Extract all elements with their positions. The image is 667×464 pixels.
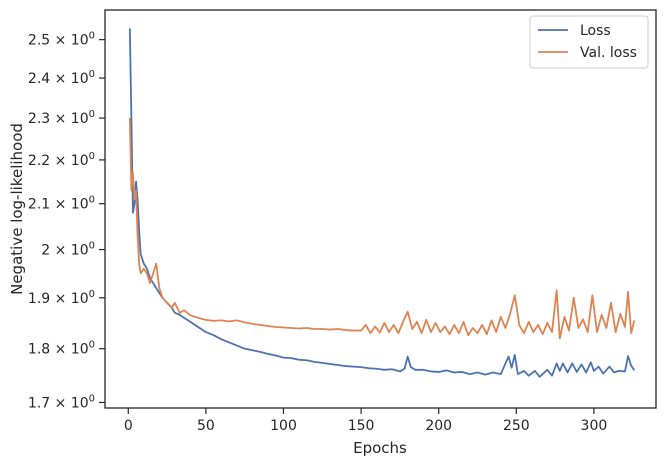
x-tick-label: 300 [581,418,608,434]
x-axis-title: Epochs [353,439,407,457]
legend-label-val-loss: Val. loss [580,45,637,61]
x-tick-label: 250 [503,418,530,434]
y-tick-label: 2.1 × 100 [28,195,95,213]
legend: Loss Val. loss [529,15,649,69]
y-tick-label: 2 × 100 [41,241,95,259]
legend-label-loss: Loss [580,23,611,39]
x-tick-label: 0 [124,418,133,434]
y-axis: 1.7 × 100 1.8 × 100 1.9 × 100 2 × 100 2.1 × … [28,31,105,411]
y-tick-label: 2.5 × 100 [28,31,95,49]
series-layer [128,28,636,378]
x-tick-label: 100 [270,418,297,434]
plot-area [105,10,656,408]
x-tick-label: 150 [348,418,375,434]
y-tick-label: 2.2 × 100 [28,151,95,169]
y-tick-label: 1.8 × 100 [28,340,95,358]
y-tick-label: 2.4 × 100 [28,69,95,87]
series-line-1 [128,118,636,340]
plot-frame [104,9,657,409]
x-axis: 0 50 100 150 200 250 300 [124,408,607,434]
y-axis-title: Negative log-likelihood [8,123,26,295]
y-tick-label: 2.3 × 100 [28,109,95,127]
legend-box [529,15,649,69]
x-tick-label: 50 [197,418,215,434]
x-tick-label: 200 [425,418,452,434]
y-tick-label: 1.7 × 100 [28,393,95,411]
y-tick-label: 1.9 × 100 [28,289,95,307]
